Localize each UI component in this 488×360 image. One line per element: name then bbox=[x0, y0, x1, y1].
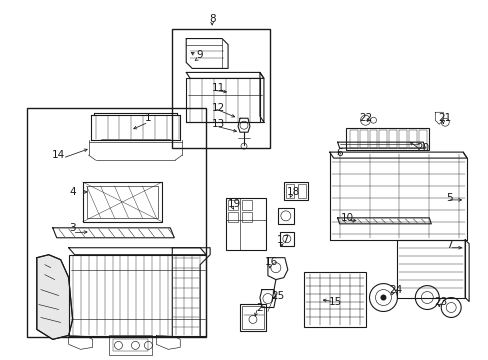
Bar bbox=[68, 255, 206, 336]
Bar bbox=[359, 130, 367, 148]
Bar bbox=[240, 303, 265, 332]
Bar bbox=[242, 200, 251, 210]
Text: 17: 17 bbox=[277, 235, 290, 245]
Text: 20: 20 bbox=[416, 143, 429, 153]
Bar bbox=[283, 182, 307, 200]
Bar bbox=[108, 336, 152, 355]
Text: 4: 4 bbox=[69, 187, 76, 197]
Bar bbox=[419, 130, 427, 148]
Bar bbox=[242, 212, 251, 222]
Bar bbox=[297, 184, 305, 198]
Bar bbox=[277, 208, 293, 224]
Text: 24: 24 bbox=[388, 284, 401, 294]
Bar bbox=[27, 108, 206, 337]
Bar bbox=[225, 198, 265, 250]
Text: 2: 2 bbox=[256, 302, 263, 312]
Text: 6: 6 bbox=[336, 148, 342, 158]
Text: 23: 23 bbox=[434, 297, 447, 306]
Bar bbox=[388, 130, 397, 148]
Text: 21: 21 bbox=[438, 113, 451, 123]
Bar bbox=[345, 128, 428, 150]
Text: 11: 11 bbox=[211, 84, 224, 93]
Text: 16: 16 bbox=[264, 257, 278, 267]
Bar bbox=[86, 186, 158, 218]
Bar bbox=[369, 130, 377, 148]
Text: 5: 5 bbox=[445, 193, 451, 203]
Bar bbox=[397, 240, 464, 298]
Text: 10: 10 bbox=[340, 213, 353, 223]
Text: 25: 25 bbox=[271, 291, 284, 301]
Bar bbox=[186, 78, 260, 122]
Text: 8: 8 bbox=[208, 14, 215, 24]
Bar bbox=[82, 182, 162, 222]
Text: 7: 7 bbox=[445, 240, 451, 250]
Bar bbox=[227, 212, 238, 222]
Bar bbox=[172, 28, 269, 148]
Bar bbox=[279, 232, 293, 246]
Text: 1: 1 bbox=[145, 113, 151, 123]
Bar bbox=[227, 200, 238, 210]
Bar bbox=[303, 272, 365, 328]
Circle shape bbox=[380, 294, 386, 301]
Text: 15: 15 bbox=[328, 297, 342, 306]
Bar bbox=[242, 306, 264, 329]
Polygon shape bbox=[37, 255, 73, 339]
Bar bbox=[379, 130, 386, 148]
Text: 14: 14 bbox=[52, 150, 65, 160]
Bar bbox=[285, 184, 293, 198]
Text: 12: 12 bbox=[211, 103, 224, 113]
Bar bbox=[349, 130, 357, 148]
Text: 13: 13 bbox=[211, 119, 224, 129]
Bar bbox=[408, 130, 416, 148]
Text: 22: 22 bbox=[358, 113, 371, 123]
Text: 9: 9 bbox=[197, 50, 203, 60]
Bar bbox=[399, 130, 407, 148]
Text: 19: 19 bbox=[227, 199, 240, 209]
Text: 3: 3 bbox=[69, 223, 76, 233]
Bar bbox=[112, 339, 148, 351]
Text: 18: 18 bbox=[286, 187, 300, 197]
